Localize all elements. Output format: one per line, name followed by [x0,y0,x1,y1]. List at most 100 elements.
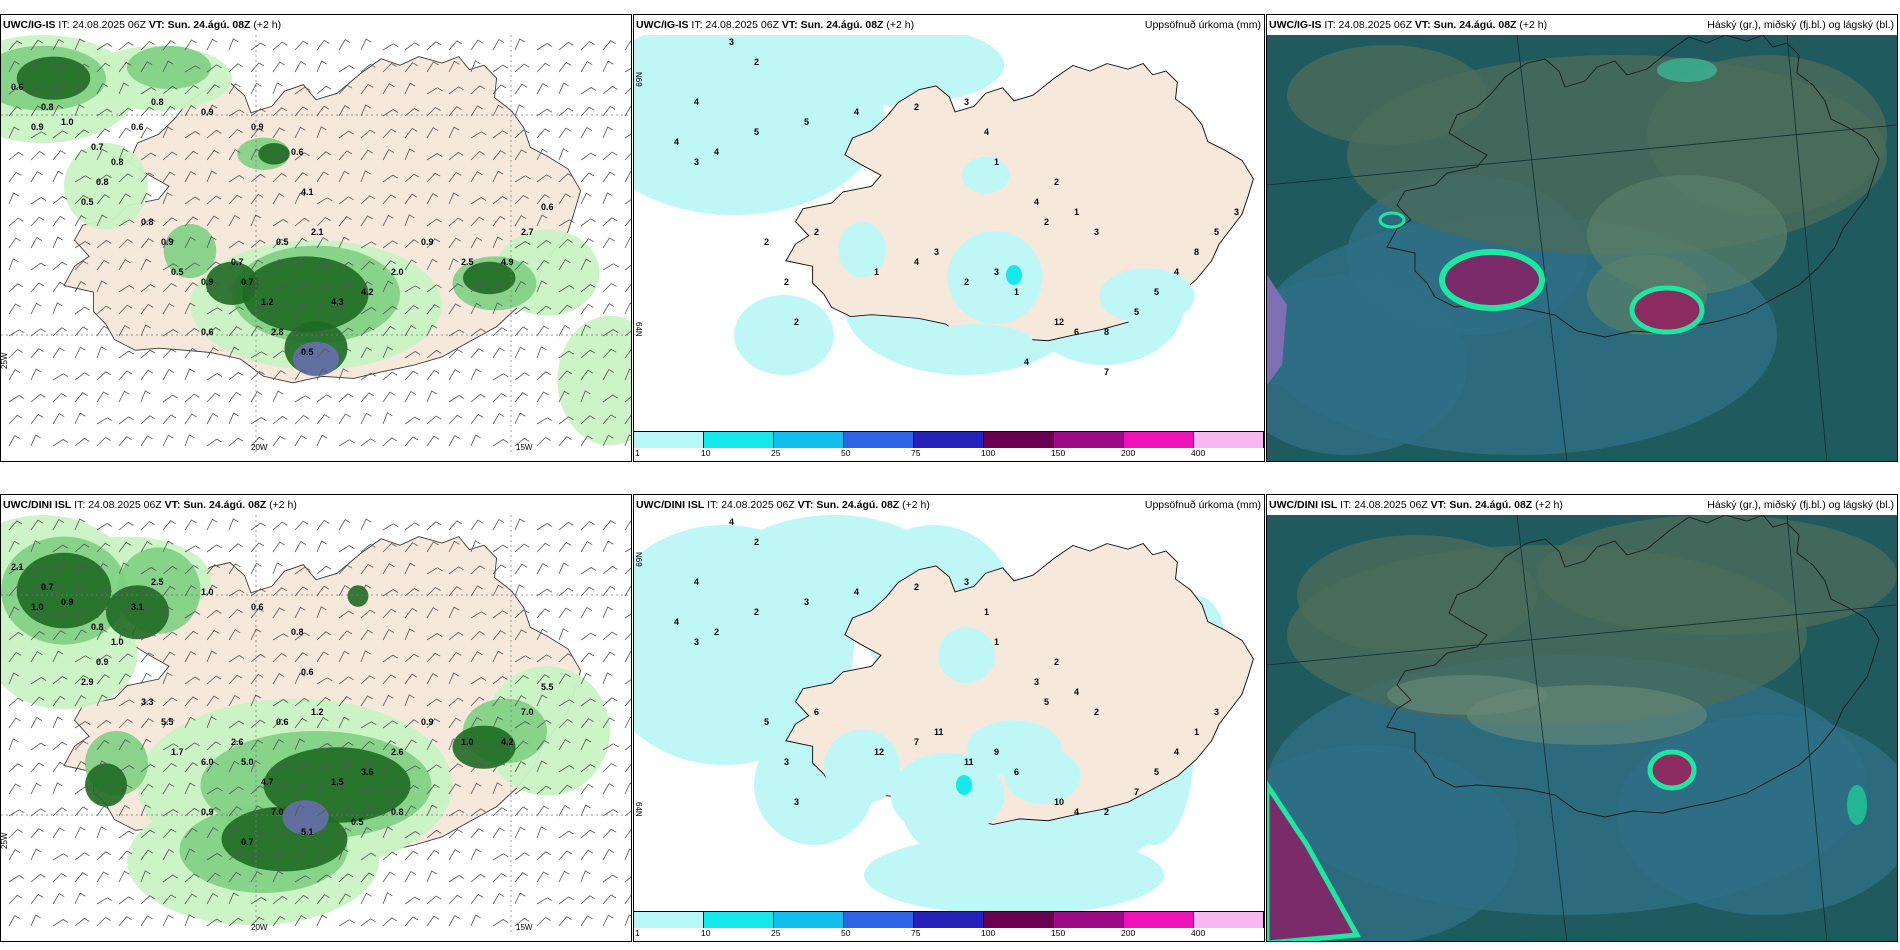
precip-map[interactable]: N69 64N 3 2 4 4 3 4 5 5 4 2 3 4 1 2 4 2 1 3 2 2 2 2 1 4 3 2 3 1 12 6 8 5 5… [634,35,1264,433]
wind-barb [338,130,355,139]
wind-barb [558,607,572,619]
wind-barb [52,38,65,51]
legend-tick: 75 [911,928,921,938]
wind-barb [426,61,439,73]
wind-barb [492,195,508,205]
wind-barb [228,608,243,619]
wind-barb [74,215,87,227]
wind-barb [74,412,86,425]
wind-barb [624,302,631,315]
wind-barb [140,895,156,905]
wind-barb [338,807,354,817]
wind-barb [294,738,305,751]
model-name: UWC/IG-IS [3,19,56,31]
wind-map[interactable]: 2.1 0.7 1.0 0.9 0.8 1.0 0.9 2.9 3.1 2.5 1.0 0.6 0.8 0… [1,515,631,941]
wind-barb [360,307,377,315]
wind-barb [30,197,47,205]
wind-barb [536,674,550,685]
wind-barb [30,105,43,117]
precip-value-label: 0.7 [241,277,254,287]
vt-label: VT: [148,19,165,31]
wind-barb [316,894,330,905]
wind-barb [74,584,85,597]
forecast-offset: (+2 h) [253,19,282,31]
precip-value-label: 2 [714,627,719,637]
wind-barb [602,762,617,773]
precip-map[interactable]: N69 64N 4 2 4 4 3 2 2 3 4 2 3 1 1 2 3 5 4 2 6 5 3 3 12 7 11 11 9 6 10 4… [634,515,1264,913]
wind-barb [382,280,394,293]
precip-value-label: 3.1 [131,602,144,612]
wind-barb [426,390,437,403]
wind-barb [316,651,329,663]
wind-barb [360,83,374,95]
wind-barb [470,585,483,597]
wind-barb [338,39,351,51]
wind-barb [492,64,509,73]
wind-barb [448,106,462,117]
cloud-map[interactable] [1267,515,1897,941]
it-label: IT: [1340,499,1352,511]
wind-barb [580,541,593,553]
wind-barb [206,281,219,293]
precip-value-label: 1.0 [111,637,124,647]
wind-barb [624,894,631,905]
wind-barb [250,542,265,553]
wind-barb [52,716,63,729]
wind-barb [272,370,286,381]
wind-barb [426,607,439,619]
precip-area [63,143,148,230]
wind-barb [118,82,129,95]
wind-barb [118,739,131,751]
wind-barb [8,520,23,531]
wind-barb [316,414,330,425]
legend-swatch [1194,432,1264,448]
wind-barb [492,236,503,249]
wind-barb [206,741,222,751]
precip-value-label: 1 [994,157,999,167]
wind-barb [536,108,553,117]
wind-barb [74,260,89,271]
wind-barb [184,65,201,73]
wind-barb [8,106,22,117]
wind-barb [360,892,372,905]
precip-area [1099,268,1195,325]
precip-value-label: 2 [1044,217,1049,227]
wind-barb [492,518,505,531]
wind-barb [140,804,151,817]
wind-barb [448,875,465,883]
wind-barb [382,62,397,73]
cloud-map[interactable] [1267,35,1897,461]
cloud-max-area [1439,249,1545,311]
wind-barb [448,237,462,249]
wind-barb [140,238,154,249]
wind-barb [492,853,509,861]
cloud-max-area [1647,749,1697,791]
wind-barb [8,217,24,227]
wind-barb [338,368,349,381]
wind-map[interactable]: 0.6 0.8 0.9 1.0 0.7 0.8 0.8 0.5 0.6 0.8 0.9 0.9 0.6 4… [1,35,631,461]
wind-barb [206,64,222,73]
precip-area [126,45,211,89]
wind-barb [294,258,305,271]
wind-barb [96,214,108,227]
wind-barb [470,282,485,293]
precip-value-label: 0.5 [171,267,184,277]
wind-barb [404,304,419,315]
legend-swatch [1054,912,1124,928]
wind-barb [184,545,201,553]
wind-barb [470,893,484,905]
wind-barb [338,741,354,751]
precip-value-label: 3.3 [141,697,154,707]
precip-value-label: 0.9 [251,122,264,132]
precip-value-label: 3.6 [361,767,374,777]
precip-value-label: 2 [1104,807,1109,817]
wind-barb [492,564,507,575]
wind-barb [184,585,197,597]
precip-value-label: 0.7 [41,582,54,592]
wind-barb [118,673,131,685]
wind-barb [536,608,551,619]
lon-label: 15W [516,923,533,932]
legend-tick: 10 [701,928,711,938]
wind-barb [140,218,156,227]
wind-barb [624,414,631,425]
